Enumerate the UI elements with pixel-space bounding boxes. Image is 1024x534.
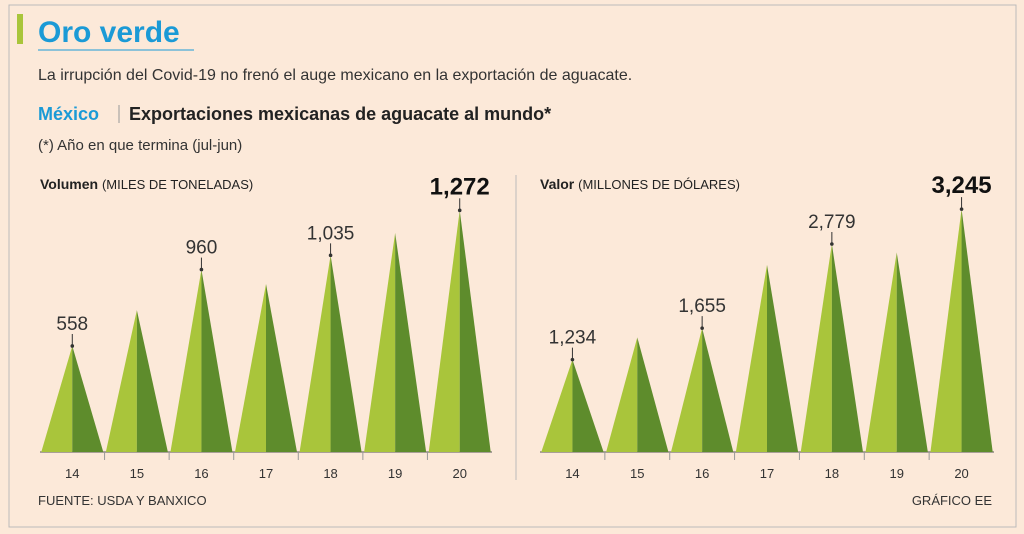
bar-dark bbox=[459, 210, 491, 452]
heading: Exportaciones mexicanas de aguacate al m… bbox=[129, 104, 551, 124]
triangle-bar bbox=[930, 209, 993, 452]
chart-title-name: Valor bbox=[540, 176, 575, 192]
triangle-bar bbox=[541, 359, 604, 452]
label-dot bbox=[570, 357, 575, 362]
chart-title: Valor (MILLONES DE DÓLARES) bbox=[540, 176, 740, 192]
x-tick-label: 17 bbox=[259, 466, 273, 481]
bar-light bbox=[735, 264, 767, 452]
bar-light bbox=[41, 345, 73, 452]
value-label: 1,035 bbox=[307, 223, 355, 244]
bar-light bbox=[606, 337, 638, 452]
bar-dark bbox=[896, 252, 928, 452]
chart-title-name: Volumen bbox=[40, 176, 98, 192]
label-dot bbox=[199, 267, 204, 272]
bar-dark bbox=[572, 359, 604, 452]
bar-dark bbox=[961, 209, 993, 452]
x-tick-label: 18 bbox=[825, 466, 839, 481]
bar-dark bbox=[767, 264, 799, 452]
value-label: 1,272 bbox=[430, 173, 490, 200]
bar-light bbox=[428, 210, 460, 452]
x-tick-label: 19 bbox=[388, 466, 402, 481]
bar-light bbox=[170, 269, 202, 452]
value-label: 1,234 bbox=[549, 328, 597, 349]
triangle-bar bbox=[170, 269, 233, 452]
bar-dark bbox=[201, 269, 233, 452]
accent-bar bbox=[17, 14, 23, 44]
bar-dark bbox=[266, 284, 297, 452]
bar-light bbox=[865, 252, 897, 452]
bar-dark bbox=[702, 328, 734, 452]
x-tick-label: 20 bbox=[954, 466, 968, 481]
note: (*) Año en que termina (jul-jun) bbox=[38, 137, 242, 154]
value-label: 1,655 bbox=[678, 296, 726, 317]
frame bbox=[8, 4, 1017, 528]
triangle-bar bbox=[41, 345, 104, 452]
bar-light bbox=[800, 243, 832, 452]
bar-light bbox=[541, 359, 573, 452]
subtitle: La irrupción del Covid-19 no frenó el au… bbox=[38, 67, 632, 84]
x-tick-label: 15 bbox=[130, 466, 144, 481]
chart-title: Volumen (MILES DE TONELADAS) bbox=[40, 176, 253, 192]
x-tick-label: 18 bbox=[323, 466, 337, 481]
bar-light bbox=[299, 255, 331, 452]
triangle-bar bbox=[671, 328, 734, 452]
bar-dark bbox=[395, 232, 427, 452]
triangle-bar bbox=[800, 243, 863, 452]
label-dot bbox=[700, 326, 704, 330]
triangle-bar bbox=[364, 232, 427, 452]
credit: GRÁFICO EE bbox=[912, 493, 993, 508]
bar-dark bbox=[330, 255, 362, 452]
x-tick-label: 19 bbox=[889, 466, 903, 481]
x-tick-label: 16 bbox=[194, 466, 208, 481]
bar-light bbox=[930, 209, 962, 452]
value-label: 2,779 bbox=[808, 212, 856, 233]
x-tick-label: 15 bbox=[630, 466, 644, 481]
section: México bbox=[38, 104, 99, 124]
triangle-bar bbox=[105, 310, 168, 452]
triangle-bar bbox=[428, 210, 491, 452]
chart-unit: (MILLONES DE DÓLARES) bbox=[578, 177, 740, 192]
x-tick-label: 14 bbox=[65, 466, 79, 481]
x-tick-label: 14 bbox=[565, 466, 579, 481]
label-dot bbox=[830, 242, 834, 246]
value-label: 960 bbox=[186, 238, 218, 259]
triangle-bar bbox=[865, 252, 928, 452]
label-dot bbox=[457, 208, 462, 213]
bar-dark bbox=[637, 337, 669, 452]
bar-light bbox=[671, 328, 703, 452]
x-tick-label: 17 bbox=[760, 466, 774, 481]
triangle-bar bbox=[235, 284, 297, 452]
bar-light bbox=[364, 232, 396, 452]
label-dot bbox=[70, 344, 75, 348]
bar-light bbox=[105, 310, 137, 452]
bar-dark bbox=[136, 310, 168, 452]
label-dot bbox=[328, 253, 333, 258]
bar-dark bbox=[72, 345, 104, 452]
triangle-bar bbox=[735, 264, 799, 452]
bar-dark bbox=[831, 243, 863, 452]
x-tick-label: 16 bbox=[695, 466, 709, 481]
chart-unit: (MILES DE TONELADAS) bbox=[102, 177, 253, 192]
triangle-bar bbox=[606, 337, 669, 452]
value-label: 558 bbox=[56, 314, 88, 335]
label-dot bbox=[959, 207, 964, 211]
triangle-bar bbox=[299, 255, 362, 452]
value-label: 3,245 bbox=[932, 172, 992, 199]
source: FUENTE: USDA Y BANXICO bbox=[38, 493, 207, 508]
bar-light bbox=[235, 284, 266, 452]
x-tick-label: 20 bbox=[452, 466, 466, 481]
title: Oro verde bbox=[38, 16, 180, 49]
